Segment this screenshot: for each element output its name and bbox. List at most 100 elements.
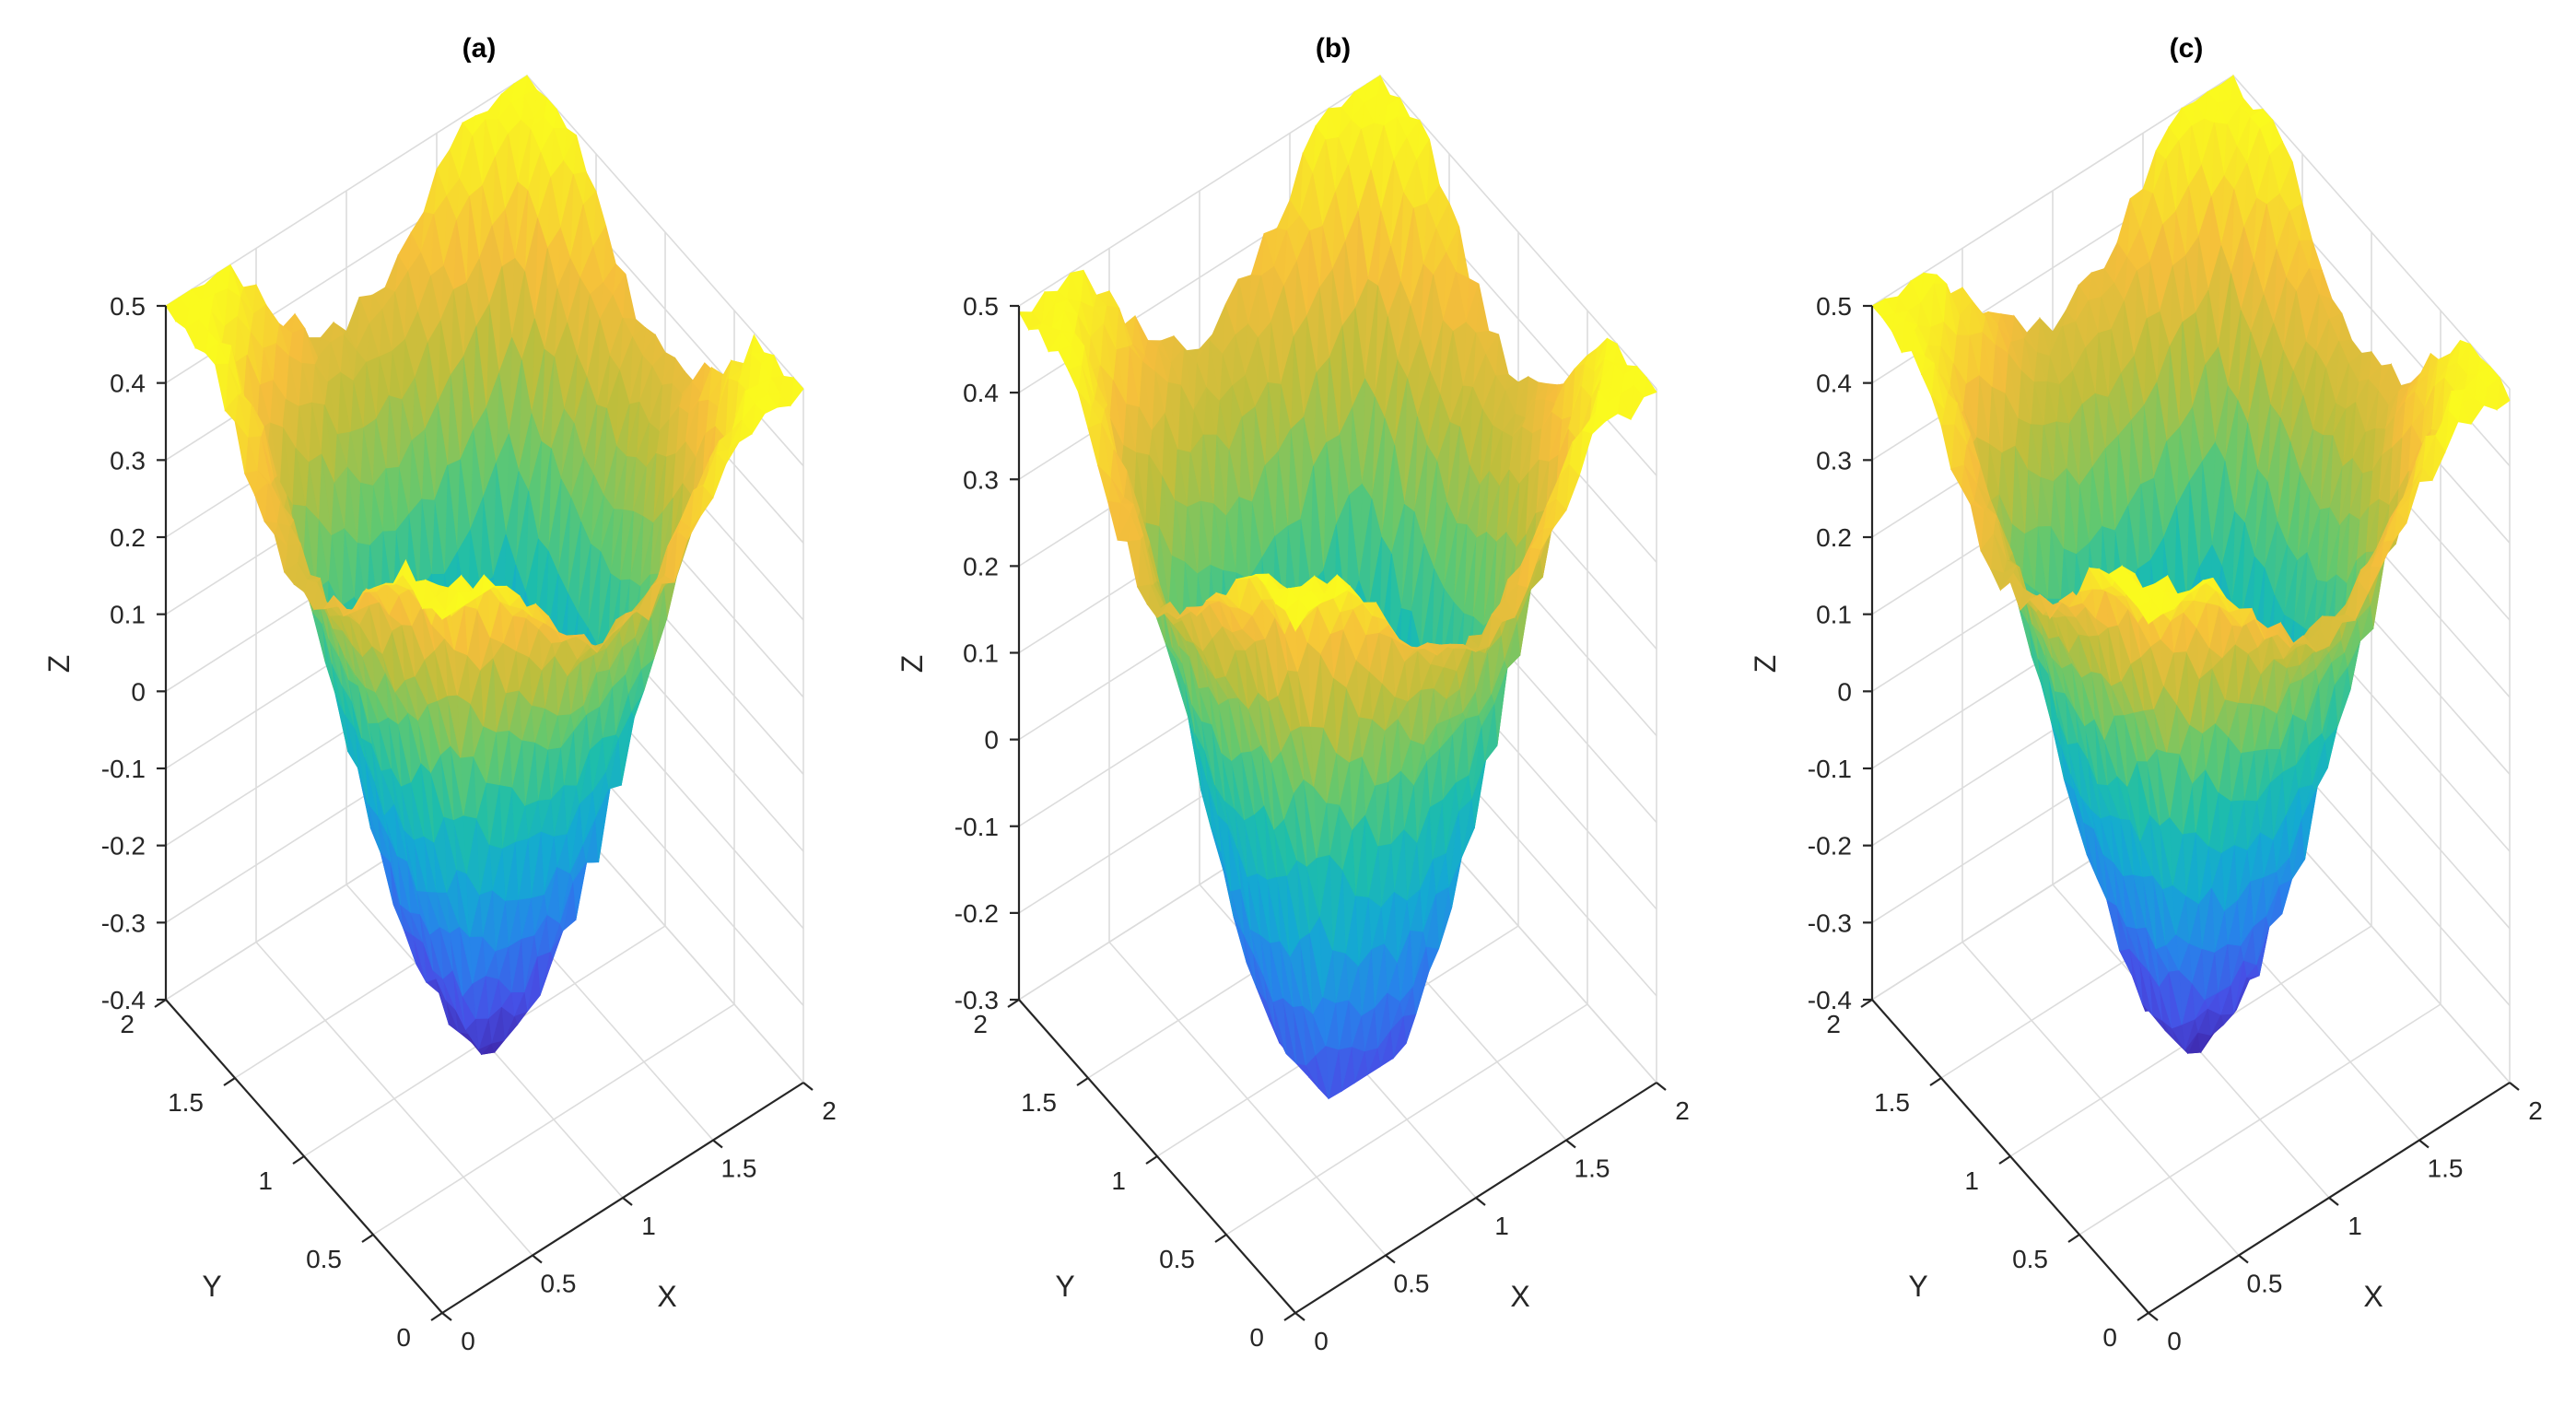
z-tick-label: 0.1 — [1816, 601, 1852, 629]
z-tick-label: 0 — [984, 726, 999, 755]
z-tick-label: -0.3 — [101, 908, 146, 937]
y-tick-label: 0 — [396, 1323, 411, 1352]
surface-facet — [622, 609, 638, 626]
z-tick-label: 0.5 — [110, 292, 146, 321]
surface-facet — [372, 582, 387, 589]
surface-facet — [363, 587, 378, 592]
surface-facet — [313, 602, 328, 610]
z-axis-label: Z — [1749, 655, 1782, 674]
z-tick-label: -0.2 — [1808, 832, 1852, 861]
chart-panel-1: (a)00.511.5200.511.52-0.4-0.3-0.2-0.100.… — [42, 33, 837, 1355]
surface-facet — [1127, 539, 1142, 587]
y-tick-label: 1.5 — [1021, 1088, 1057, 1117]
z-tick-label: 0.3 — [1816, 446, 1852, 475]
surface-facet — [1058, 345, 1072, 372]
surface — [165, 74, 804, 1056]
y-tick — [2137, 1312, 2149, 1321]
surface-facet — [165, 297, 180, 322]
surface-facet — [1096, 464, 1112, 502]
surface-facet — [1087, 422, 1102, 466]
surface-facet — [224, 393, 239, 423]
x-tick-label: 2 — [1675, 1096, 1690, 1125]
surface-facet — [421, 596, 437, 609]
y-tick-label: 0 — [2102, 1323, 2117, 1352]
y-tick — [2067, 1234, 2080, 1243]
x-tick — [2238, 1254, 2249, 1264]
z-tick-label: 0.2 — [1816, 523, 1852, 552]
z-tick-label: 0 — [131, 677, 146, 706]
chart-panel-2: (b)00.511.5200.511.52-0.3-0.2-0.100.10.2… — [896, 33, 1690, 1355]
y-tick — [1860, 999, 1873, 1008]
y-tick — [1076, 1077, 1089, 1086]
x-tick — [2328, 1197, 2339, 1206]
y-tick-label: 0.5 — [2012, 1245, 2048, 1273]
x-tick-label: 0 — [1314, 1327, 1329, 1355]
y-tick-label: 1.5 — [168, 1088, 204, 1117]
y-tick — [1929, 1077, 1942, 1086]
x-tick-label: 0 — [461, 1327, 475, 1355]
y-tick — [1283, 1312, 1296, 1321]
z-tick-label: -0.1 — [1808, 755, 1852, 783]
y-tick — [430, 1312, 443, 1321]
z-tick-label: 0.5 — [963, 292, 999, 321]
x-tick — [1385, 1254, 1396, 1264]
y-tick — [1214, 1234, 1227, 1243]
surface-facet — [215, 363, 229, 411]
y-tick-label: 0 — [1249, 1323, 1264, 1352]
x-tick-label: 0.5 — [541, 1270, 577, 1298]
z-tick-label: -0.4 — [101, 986, 146, 1014]
z-tick-label: 0.4 — [963, 379, 999, 407]
surface-facet — [284, 562, 299, 586]
surface-facet — [634, 610, 650, 621]
surface-facet — [333, 595, 347, 617]
y-tick-label: 0.5 — [306, 1245, 342, 1273]
surface-facet — [1488, 614, 1503, 647]
x-tick-label: 2 — [822, 1096, 837, 1125]
panel-title: (b) — [1316, 33, 1351, 64]
x-tick — [622, 1197, 633, 1206]
x-tick — [802, 1082, 814, 1091]
surface-facet — [303, 581, 318, 611]
x-axis-label: X — [2363, 1280, 2383, 1313]
surface-facet — [244, 470, 259, 497]
x-tick — [1475, 1197, 1486, 1206]
y-axis-label: Y — [1908, 1270, 1927, 1303]
x-tick — [1656, 1082, 1667, 1091]
surface-facet — [1018, 311, 1033, 332]
x-tick-label: 2 — [2528, 1096, 2543, 1125]
y-tick-label: 2 — [120, 1010, 135, 1038]
z-tick-label: -0.2 — [954, 899, 999, 928]
z-axis-label: Z — [42, 655, 76, 674]
z-tick-label: 0.3 — [110, 446, 146, 475]
y-axis-label: Y — [1055, 1270, 1074, 1303]
x-tick-label: 1.5 — [721, 1154, 757, 1183]
x-tick — [441, 1312, 452, 1321]
x-tick — [1565, 1139, 1576, 1149]
z-tick-label: 0.1 — [963, 639, 999, 668]
surface-facet — [322, 594, 337, 610]
z-tick-label: 0.3 — [963, 465, 999, 494]
surface-facet — [402, 574, 416, 590]
y-tick-label: 0.5 — [1159, 1245, 1195, 1273]
surface-facet — [253, 482, 268, 522]
z-tick-label: 0.2 — [110, 523, 146, 552]
z-tick-label: 0 — [1837, 677, 1852, 706]
z-tick-label: -0.3 — [954, 986, 999, 1014]
surface-facet — [293, 579, 308, 592]
z-tick-label: -0.3 — [1808, 908, 1852, 937]
z-tick-label: -0.1 — [954, 813, 999, 841]
surface-facet — [431, 607, 446, 620]
x-tick-label: 0 — [2167, 1327, 2182, 1355]
surface-facet — [1077, 391, 1092, 429]
y-tick — [154, 999, 167, 1008]
surface-facet — [673, 531, 688, 583]
surface-facet — [412, 579, 427, 610]
z-tick-label: -0.4 — [1808, 986, 1852, 1014]
surface-facet — [353, 589, 367, 609]
surface-facet — [175, 308, 190, 330]
z-axis-label: Z — [896, 655, 929, 674]
x-tick — [2509, 1082, 2520, 1091]
surface-facet — [1028, 322, 1043, 331]
z-tick-label: 0.5 — [1816, 292, 1852, 321]
surface-facet — [1068, 364, 1083, 393]
